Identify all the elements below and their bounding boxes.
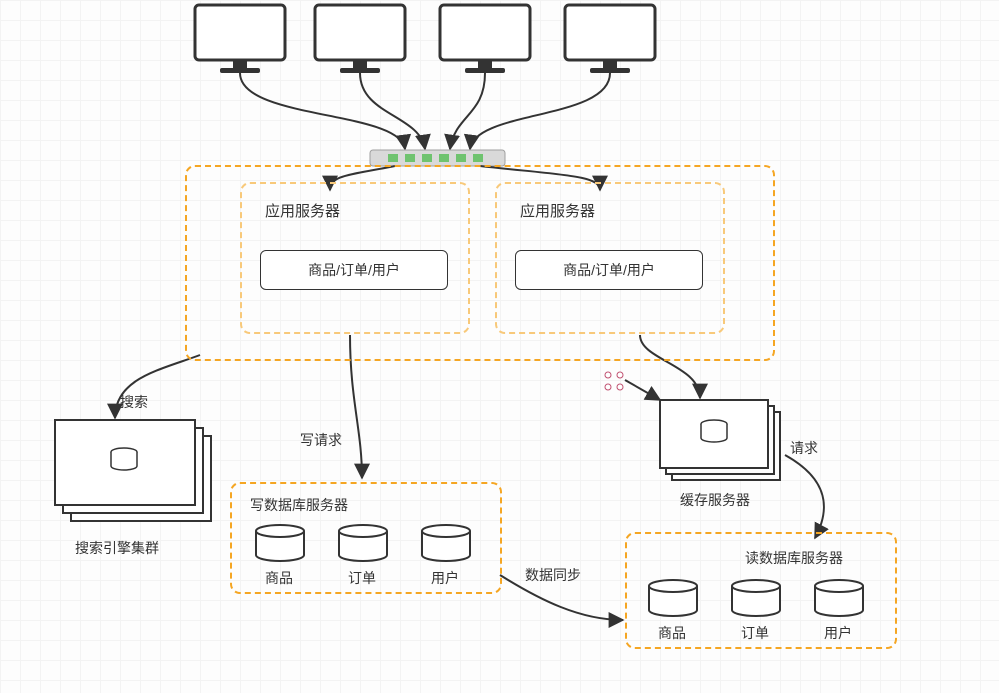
write-db-title: 写数据库服务器 — [250, 495, 348, 515]
cache-label: 缓存服务器 — [680, 490, 750, 510]
search-cluster-icon — [55, 420, 211, 521]
sync-label: 数据同步 — [525, 565, 581, 585]
read-db-cyl-3: 用户 — [824, 623, 852, 643]
network-switch-icon — [370, 150, 505, 166]
app-server-1-module: 商品/订单/用户 — [260, 250, 448, 290]
write-db-cyl-1: 商品 — [265, 568, 293, 588]
cache-to-readdb-edge — [785, 455, 824, 538]
cache-cluster-icon — [660, 400, 780, 480]
search-top-label: 搜索 — [120, 392, 148, 412]
app-server-2-title: 应用服务器 — [520, 200, 595, 221]
search-bottom-label: 搜索引擎集群 — [75, 538, 159, 558]
read-db-cyl-2: 订单 — [741, 623, 769, 643]
read-db-title: 读数据库服务器 — [745, 548, 843, 568]
write-req-label: 写请求 — [300, 430, 342, 450]
read-req-label: 请求 — [790, 438, 818, 458]
read-db-cyl-1: 商品 — [658, 623, 686, 643]
edit-handles-icon — [605, 372, 660, 400]
write-db-cyl-2: 订单 — [348, 568, 376, 588]
client-monitors — [195, 5, 655, 73]
client-to-switch-edges — [240, 73, 610, 149]
app-server-2-module: 商品/订单/用户 — [515, 250, 703, 290]
write-db-cyl-3: 用户 — [431, 568, 459, 588]
app-server-1-title: 应用服务器 — [265, 200, 340, 221]
